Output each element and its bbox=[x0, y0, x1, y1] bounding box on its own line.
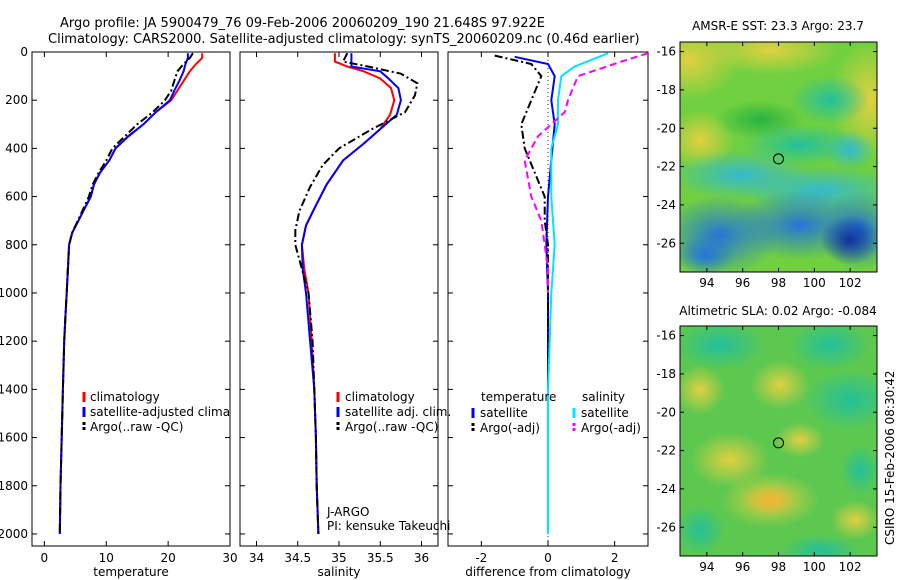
series-line-climatology bbox=[58, 53, 204, 535]
series-line-satellite-adjusted-climatology bbox=[58, 53, 189, 535]
legend-label: satellite bbox=[480, 406, 528, 420]
legend-header-temperature: temperature bbox=[481, 390, 556, 404]
legend-label: climatology bbox=[90, 390, 160, 404]
map-xtick-label: 98 bbox=[771, 276, 786, 290]
legend-label: satellite bbox=[581, 406, 629, 420]
legend-difference: temperature salinitysatelliteArgo(-adj)sa… bbox=[471, 390, 641, 435]
xtick-label: 10 bbox=[99, 551, 114, 565]
ytick-label: 1400 bbox=[0, 382, 28, 396]
legend-label: Argo(..raw -QC) bbox=[345, 420, 438, 434]
map-ytick-label: -18 bbox=[656, 367, 676, 381]
xtick-label: 2 bbox=[611, 551, 619, 565]
legend-label: Argo(-adj) bbox=[480, 421, 540, 435]
side-label-group: CSIRO 15-Feb-2006 08:30:42 bbox=[883, 370, 897, 545]
map-ytick-label: -20 bbox=[656, 405, 676, 419]
legend-label: Argo(-adj) bbox=[581, 421, 641, 435]
xtick-label: 0 bbox=[544, 551, 552, 565]
map-xtick-label: 96 bbox=[735, 276, 750, 290]
panel-salinity: 34 34.5 35 35.5 36 salinity bbox=[239, 51, 439, 579]
ytick-label: 1800 bbox=[0, 479, 28, 493]
xaxis-label-temperature: temperature bbox=[93, 565, 168, 579]
legend-label: satellite adj. clim. bbox=[345, 405, 451, 419]
xtick-label: 36 bbox=[414, 551, 429, 565]
series-group-salinity bbox=[294, 52, 419, 535]
annotation-pi: PI: kensuke Takeuchi bbox=[327, 519, 450, 533]
series-group-difference bbox=[494, 52, 648, 534]
ytick-label: 1000 bbox=[0, 286, 28, 300]
figure-title-line1: Argo profile: JA 5900479_76 09-Feb-2006 … bbox=[60, 16, 545, 31]
ytick-label: 600 bbox=[5, 190, 28, 204]
xaxis-label-difference: difference from climatology bbox=[465, 565, 631, 579]
xtick-label: -2 bbox=[475, 551, 487, 565]
xtick-label: 20 bbox=[160, 551, 175, 565]
ytick-label: 800 bbox=[5, 238, 28, 252]
sla-map-field bbox=[680, 326, 877, 556]
map-ytick-label: -26 bbox=[656, 236, 676, 250]
xtick-label: 35.5 bbox=[367, 551, 394, 565]
map-ytick-label: -22 bbox=[656, 160, 676, 174]
legend-label: satellite-adjusted climatology bbox=[90, 405, 268, 419]
sla-map: Altimetric SLA: 0.02 Argo: -0.084 94 96 98… bbox=[656, 304, 878, 574]
sla-map-axes: 94 96 98 100 102 -16 -18 -20 -22 -24 -26 bbox=[656, 326, 877, 574]
map-xtick-label: 102 bbox=[839, 560, 862, 574]
sla-map-title: Altimetric SLA: 0.02 Argo: -0.084 bbox=[679, 304, 876, 318]
series-line-argo-raw-qc- bbox=[58, 52, 194, 535]
series-line-satellite-adj-clim- bbox=[300, 53, 402, 535]
sst-map: AMSR-E SST: 23.3 Argo: 23.7 94 96 98 100 102… bbox=[656, 19, 878, 290]
map-xtick-label: 94 bbox=[699, 560, 714, 574]
panel-temperature: 0 200 400 600 800 1000 1200 1400 1600 1800 2000 0 10… bbox=[0, 45, 238, 579]
xtick-label: 0 bbox=[41, 551, 49, 565]
series-line-salinity-argo-adj- bbox=[523, 52, 648, 293]
panel-frame-salinity bbox=[239, 51, 439, 547]
ytick-label: 200 bbox=[5, 93, 28, 107]
map-xtick-label: 100 bbox=[803, 276, 826, 290]
ytick-label: 400 bbox=[5, 141, 28, 155]
xtick-label: 35 bbox=[331, 551, 346, 565]
ytick-label: 1200 bbox=[0, 334, 28, 348]
xtick-label: 34 bbox=[249, 551, 264, 565]
series-line-argo-raw-qc- bbox=[294, 52, 419, 535]
map-ytick-label: -26 bbox=[656, 520, 676, 534]
ytick-label: 0 bbox=[20, 45, 28, 59]
ytick-label: 1600 bbox=[0, 431, 28, 445]
sst-argo-marker bbox=[773, 153, 784, 165]
annotation-project: J-ARGO bbox=[326, 505, 369, 519]
map-ytick-label: -16 bbox=[656, 45, 676, 59]
map-ytick-label: -24 bbox=[656, 482, 676, 496]
legend-header-salinity: salinity bbox=[582, 390, 625, 404]
map-ytick-label: -22 bbox=[656, 444, 676, 458]
map-xtick-label: 98 bbox=[771, 560, 786, 574]
xtick-label: 30 bbox=[222, 551, 237, 565]
figure-title-line2: Climatology: CARS2000. Satellite-adjuste… bbox=[48, 32, 640, 47]
map-ytick-label: -16 bbox=[656, 329, 676, 343]
series-group-temperature bbox=[58, 52, 204, 535]
ytick-label: 2000 bbox=[0, 527, 28, 541]
map-xtick-label: 94 bbox=[699, 276, 714, 290]
legend-label: Argo(..raw -QC) bbox=[90, 420, 183, 434]
series-line-temperature-argo-adj- bbox=[494, 54, 549, 534]
map-ytick-label: -20 bbox=[656, 121, 676, 135]
sst-map-axes: 94 96 98 100 102 -16 -18 -20 -22 -24 -26 bbox=[656, 42, 877, 290]
sst-map-title: AMSR-E SST: 23.3 Argo: 23.7 bbox=[692, 19, 864, 33]
series-line-salinity-satellite bbox=[547, 52, 609, 534]
sst-map-field bbox=[680, 42, 877, 272]
map-xtick-label: 100 bbox=[803, 560, 826, 574]
map-ytick-label: -24 bbox=[656, 198, 676, 212]
sla-argo-marker bbox=[773, 437, 784, 449]
side-label: CSIRO 15-Feb-2006 08:30:42 bbox=[883, 370, 897, 545]
xaxis-label-salinity: salinity bbox=[317, 565, 360, 579]
legend-label: climatology bbox=[345, 390, 415, 404]
map-xtick-label: 96 bbox=[735, 560, 750, 574]
xtick-label: 34.5 bbox=[284, 551, 311, 565]
map-ytick-label: -18 bbox=[656, 83, 676, 97]
panel-frame-temperature bbox=[31, 51, 231, 547]
map-xtick-label: 102 bbox=[839, 276, 862, 290]
